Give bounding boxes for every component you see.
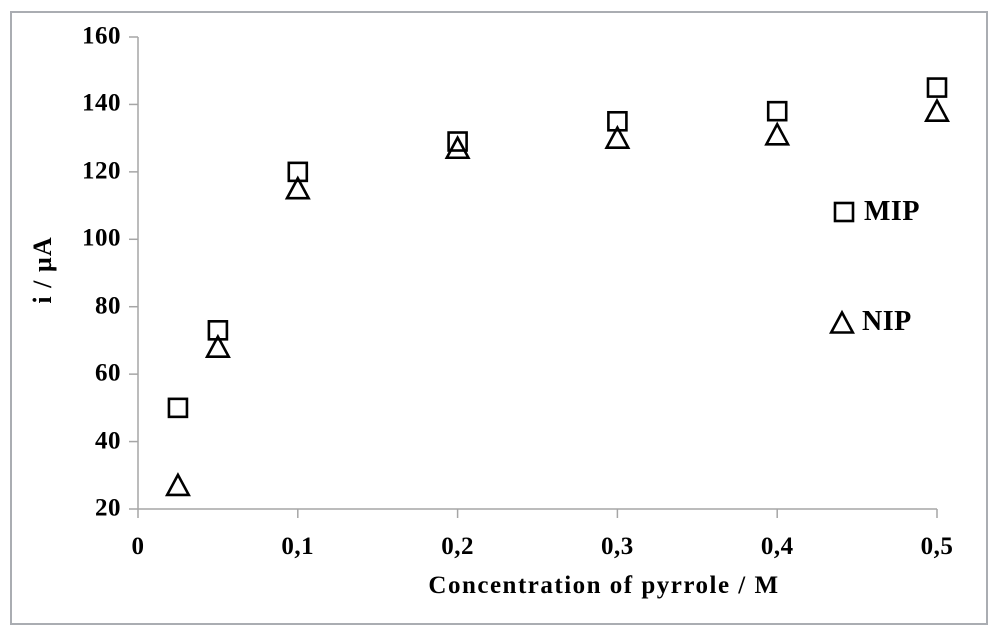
legend-marker-mip — [833, 201, 855, 223]
y-tick-label: 60 — [95, 359, 121, 387]
data-point-nip-5 — [764, 121, 791, 146]
x-tick-label: 0,2 — [441, 533, 474, 560]
legend-item-nip: NIP — [829, 308, 912, 336]
square-marker-icon — [833, 201, 855, 223]
data-point-mip-0 — [167, 397, 189, 419]
data-point-mip-6 — [926, 77, 948, 98]
data-point-nip-6 — [924, 97, 950, 122]
data-point-nip-0 — [164, 472, 191, 497]
x-tick-label: 0,3 — [601, 533, 634, 560]
data-point-mip-5 — [766, 100, 788, 122]
y-tick-label: 160 — [82, 22, 121, 50]
chart-outer-border — [10, 11, 988, 625]
triangle-marker-icon — [829, 309, 855, 334]
x-tick-label: 0 — [131, 533, 145, 560]
data-point-nip-1 — [204, 333, 231, 358]
legend-label-nip: NIP — [862, 306, 912, 337]
y-tick-label: 120 — [82, 157, 121, 185]
legend-marker-nip — [829, 309, 855, 334]
y-tick-label: 80 — [95, 292, 121, 320]
x-axis-title: Concentration of pyrrole / M — [428, 572, 780, 599]
y-tick-label: 100 — [82, 224, 121, 252]
data-point-nip-2 — [284, 175, 311, 200]
y-tick-label: 140 — [82, 89, 121, 117]
data-point-nip-3 — [444, 135, 471, 160]
x-tick-label: 0,5 — [920, 533, 954, 560]
x-tick-label: 0,4 — [760, 533, 794, 560]
legend-label-mip: MIP — [864, 196, 920, 227]
legend-item-mip: MIP — [831, 198, 920, 226]
y-tick-label: 20 — [95, 494, 121, 522]
y-tick-label: 40 — [95, 427, 121, 455]
x-tick-label: 0,1 — [281, 533, 315, 560]
data-point-nip-4 — [604, 124, 631, 149]
